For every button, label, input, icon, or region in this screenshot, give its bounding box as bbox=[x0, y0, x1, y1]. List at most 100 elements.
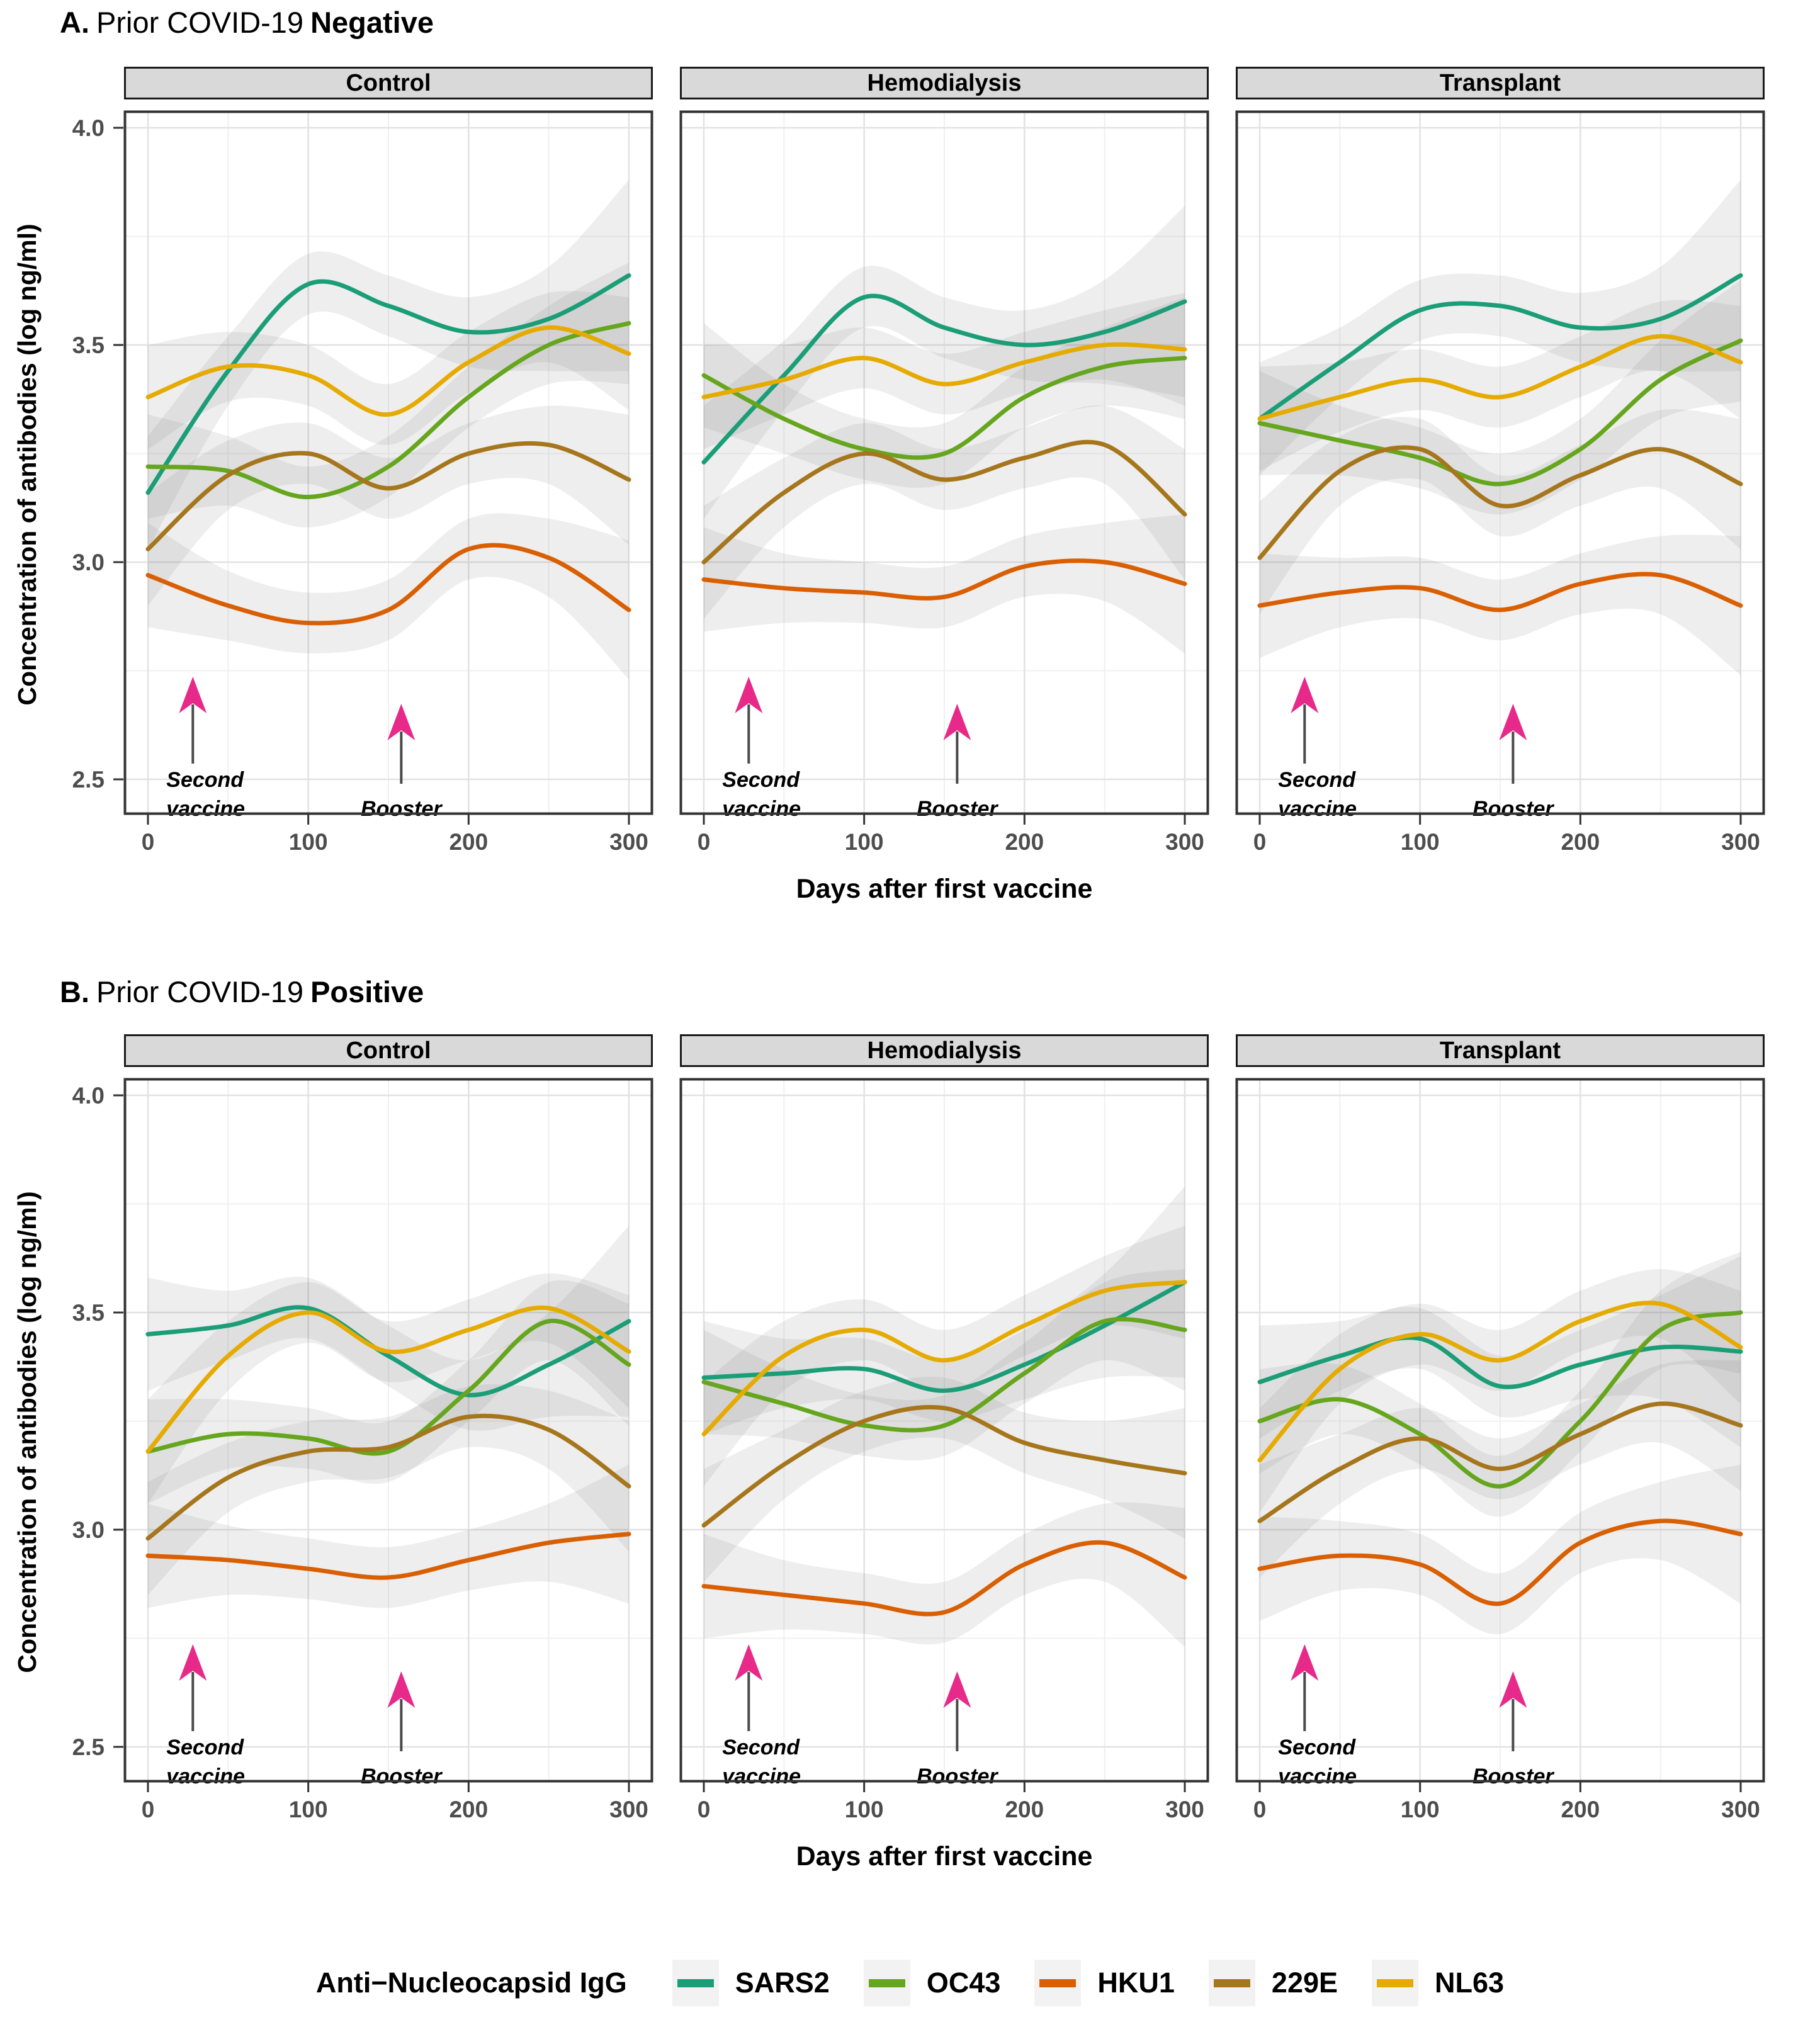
series-line-SARS2 bbox=[145, 273, 631, 495]
second-vaccine-label-line1: Second bbox=[722, 1736, 800, 1759]
panel-b-title: B. Prior COVID-19 Positive bbox=[60, 974, 431, 1009]
y-tick-label: 4.0 bbox=[72, 1083, 105, 1109]
oc43-line-swatch-icon bbox=[868, 1979, 905, 1987]
series-line-HKU1 bbox=[145, 543, 631, 626]
panel-border bbox=[679, 1078, 1209, 1783]
series-band-NL63 bbox=[1260, 300, 1741, 471]
panel-border bbox=[123, 1078, 653, 1783]
series-line-229E bbox=[145, 1413, 631, 1541]
booster-label: Booster bbox=[361, 1764, 443, 1788]
series-band-NL63 bbox=[704, 293, 1185, 449]
panel-a-title: A. Prior COVID-19 Negative bbox=[60, 5, 441, 40]
plot-b-hemodialysis: Second vaccine Booster 0 100 200 300 bbox=[679, 1078, 1209, 1822]
y-axis-ticks: 4.0 3.5 3.0 2.5 bbox=[72, 115, 123, 793]
x-tick-label: 200 bbox=[1561, 1797, 1600, 1822]
series-band-SARS2 bbox=[704, 206, 1185, 519]
facet-strip-control: Control bbox=[124, 67, 653, 99]
series-line-HKU1 bbox=[701, 558, 1187, 601]
series-line-NL63 bbox=[1257, 1301, 1743, 1463]
x-tick-label: 0 bbox=[698, 1797, 711, 1822]
x-tick-label: 100 bbox=[289, 829, 328, 855]
plot-a-hemodialysis: Second vaccine Booster 0 100 200 300 bbox=[679, 110, 1209, 855]
plot-a-control: Second vaccine Booster 0 100 200 300 bbox=[123, 110, 653, 855]
second-vaccine-arrowhead-icon bbox=[179, 1644, 207, 1681]
series-band-HKU1 bbox=[1260, 534, 1741, 675]
series-line-NL63 bbox=[145, 1305, 631, 1454]
facet-strip-hemodialysis-b: Hemodialysis bbox=[680, 1034, 1209, 1067]
booster-label: Booster bbox=[917, 1764, 998, 1788]
x-tick-label: 200 bbox=[1005, 1797, 1044, 1822]
series-band-OC43 bbox=[704, 1269, 1185, 1460]
series-line-SARS2 bbox=[701, 1280, 1187, 1393]
second-vaccine-label-line1: Second bbox=[722, 768, 800, 792]
booster-label: Booster bbox=[361, 797, 443, 821]
panel-a-text: Prior COVID-19 bbox=[96, 6, 304, 39]
series-line-SARS2 bbox=[1257, 273, 1743, 421]
series-band-SARS2 bbox=[148, 1226, 629, 1431]
legend-item-sars2: SARS2 bbox=[672, 1960, 830, 2006]
second-vaccine-label-line2: vaccine bbox=[722, 797, 801, 821]
booster-arrowhead-icon bbox=[943, 1671, 971, 1708]
booster-label: Booster bbox=[1472, 1764, 1554, 1788]
series-line-OC43 bbox=[145, 1318, 631, 1456]
series-line-229E bbox=[701, 439, 1187, 565]
x-tick-label: 0 bbox=[1253, 829, 1267, 855]
facet-strip-transplant-b: Transplant bbox=[1236, 1034, 1765, 1067]
legend-title: Anti−Nucleocapsid IgG bbox=[315, 1967, 627, 1999]
sars2-line-swatch-icon bbox=[677, 1979, 714, 1987]
booster-arrowhead-icon bbox=[1499, 704, 1527, 740]
y-tick-label: 2.5 bbox=[72, 767, 105, 793]
series-line-SARS2 bbox=[145, 1305, 631, 1397]
series-line-HKU1 bbox=[701, 1540, 1187, 1617]
second-vaccine-arrowhead-icon bbox=[179, 677, 207, 713]
legend-key-hku1 bbox=[1034, 1960, 1082, 2006]
series-line-HKU1 bbox=[1257, 572, 1743, 613]
series-line-NL63 bbox=[145, 325, 631, 417]
y-tick-label: 2.5 bbox=[72, 1734, 105, 1760]
second-vaccine-label-line2: vaccine bbox=[1278, 797, 1357, 821]
x-axis-title-a: Days after first vaccine bbox=[796, 874, 1093, 904]
x-tick-label: 100 bbox=[1401, 1797, 1440, 1822]
series-band-OC43 bbox=[1260, 279, 1741, 515]
y-tick-label: 4.0 bbox=[72, 115, 105, 141]
legend-key-nl63 bbox=[1372, 1960, 1419, 2006]
x-tick-label: 0 bbox=[1253, 1797, 1267, 1822]
x-tick-label: 0 bbox=[698, 829, 711, 855]
x-tick-label: 0 bbox=[142, 1797, 155, 1822]
panel-border bbox=[1235, 110, 1765, 815]
second-vaccine-label-line2: vaccine bbox=[166, 797, 245, 821]
series-line-229E bbox=[1257, 1401, 1743, 1523]
series-band-OC43 bbox=[148, 262, 629, 528]
y-tick-label: 3.5 bbox=[72, 332, 105, 358]
facet-strip-transplant: Transplant bbox=[1236, 67, 1765, 99]
x-tick-label: 300 bbox=[1721, 829, 1760, 855]
series-line-NL63 bbox=[701, 1280, 1187, 1437]
series-band-HKU1 bbox=[704, 514, 1185, 653]
second-vaccine-label-line1: Second bbox=[166, 768, 244, 792]
booster-label: Booster bbox=[1472, 797, 1554, 821]
panel-border bbox=[679, 110, 1209, 815]
legend-item-hku1: HKU1 bbox=[1034, 1960, 1175, 2006]
series-band-229E bbox=[704, 405, 1185, 619]
booster-arrowhead-icon bbox=[1499, 1671, 1527, 1708]
series-line-OC43 bbox=[701, 356, 1187, 460]
series-band-SARS2 bbox=[704, 1186, 1185, 1435]
legend-item-oc43: OC43 bbox=[863, 1960, 1000, 2006]
x-tick-label: 200 bbox=[449, 829, 488, 855]
panel-b-letter: B. bbox=[60, 975, 89, 1008]
series-band-NL63 bbox=[704, 1226, 1185, 1486]
series-line-NL63 bbox=[1257, 334, 1743, 421]
x-tick-label: 200 bbox=[449, 1797, 488, 1822]
second-vaccine-label-line2: vaccine bbox=[1278, 1764, 1357, 1788]
series-line-229E bbox=[701, 1404, 1187, 1528]
series-band-229E bbox=[704, 1377, 1185, 1582]
series-band-HKU1 bbox=[148, 513, 629, 680]
x-tick-label: 0 bbox=[142, 829, 155, 855]
plot-b-control: Second vaccine Booster 0 100 200 300 bbox=[123, 1078, 653, 1822]
panel-a-emphasis: Negative bbox=[310, 6, 434, 39]
series-line-HKU1 bbox=[145, 1532, 631, 1580]
legend-key-oc43 bbox=[863, 1960, 910, 2006]
series-line-OC43 bbox=[145, 321, 631, 500]
legend-key-sars2 bbox=[672, 1960, 719, 2006]
x-tick-label: 200 bbox=[1561, 829, 1600, 855]
